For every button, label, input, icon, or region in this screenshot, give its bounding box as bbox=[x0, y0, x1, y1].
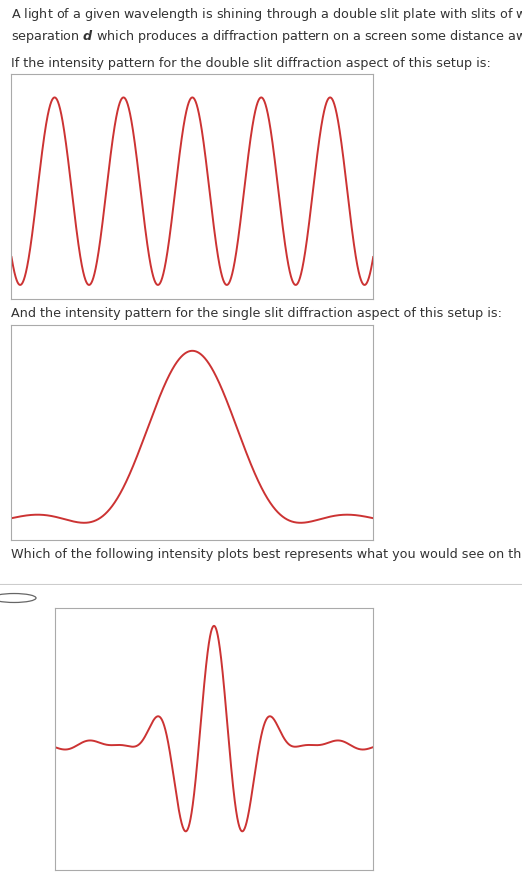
Text: And the intensity pattern for the single slit diffraction aspect of this setup i: And the intensity pattern for the single… bbox=[11, 307, 503, 320]
Text: Which of the following intensity plots best represents what you would see on the: Which of the following intensity plots b… bbox=[11, 548, 522, 561]
Text: A light of a given wavelength is shining through a double slit plate with slits : A light of a given wavelength is shining… bbox=[11, 6, 522, 45]
Text: If the intensity pattern for the double slit diffraction aspect of this setup is: If the intensity pattern for the double … bbox=[11, 56, 491, 69]
